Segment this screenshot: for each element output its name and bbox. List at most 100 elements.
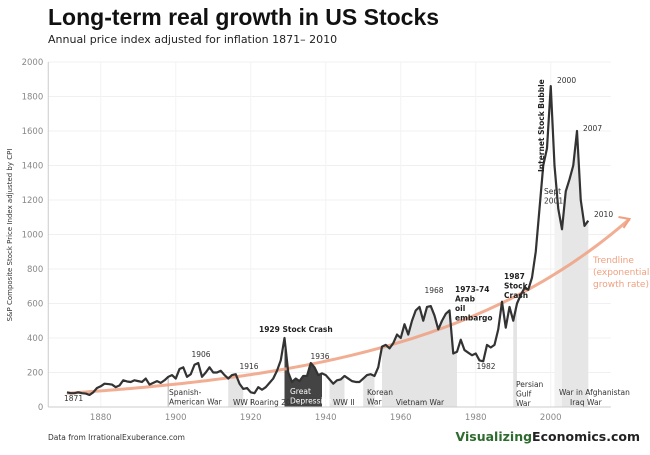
annotation-label: Vietnam War bbox=[396, 398, 445, 407]
annotation-line: 1906 bbox=[191, 350, 210, 359]
annotation-line: Stock bbox=[504, 282, 529, 291]
x-tick-label: 1900 bbox=[165, 413, 187, 423]
annotation-label: WW I bbox=[233, 398, 252, 407]
annotation-line: 2001 bbox=[544, 197, 563, 206]
y-tick-label: 1200 bbox=[22, 196, 44, 206]
annotation-line: 1982 bbox=[476, 362, 495, 371]
annotation-line: 1973-74 bbox=[455, 285, 489, 294]
y-tick-label: 1000 bbox=[22, 231, 44, 241]
annotation-label: Roaring 20s bbox=[250, 398, 295, 407]
annotation-label: 1936 bbox=[310, 352, 329, 361]
annotation-line: 2010 bbox=[594, 210, 613, 219]
annotation-label: Sept 2001 bbox=[544, 187, 563, 206]
annotation-label: 1916 bbox=[239, 362, 258, 371]
annotation-label: Trendline (exponential growth rate) bbox=[592, 256, 649, 290]
annotation-label: 1929 Stock Crash bbox=[259, 325, 333, 334]
annotation-label: Great Depression bbox=[290, 387, 332, 406]
annotation-label: 1906 bbox=[191, 350, 210, 359]
y-tick-label: 1600 bbox=[22, 127, 44, 137]
annotation-label: 2007 bbox=[583, 124, 602, 133]
annotation-label: 2010 bbox=[594, 210, 613, 219]
y-axis-label: S&P Composite Stock Price Index adjusted… bbox=[6, 149, 14, 322]
y-tick-label: 2000 bbox=[22, 58, 44, 68]
annotation-line: Crash bbox=[504, 291, 528, 300]
annotation-label: 2000 bbox=[557, 76, 576, 85]
shade-korean-war bbox=[363, 374, 375, 407]
y-tick-label: 600 bbox=[27, 300, 43, 310]
axes: 0 200 400 600 800 1000 1200 1400 1600 1800 2000 188… bbox=[22, 58, 611, 423]
brand-part1: Visualizing bbox=[456, 429, 533, 444]
annotations: 1871 Spanish-American War 1906 1916 WW IRoar… bbox=[64, 76, 649, 408]
annotation-line: Korean bbox=[367, 388, 393, 397]
annotation-line: 1871 bbox=[64, 394, 83, 403]
annotation-label: Internet Stock Bubble bbox=[537, 79, 546, 172]
shaded-periods bbox=[167, 131, 589, 407]
annotation-line: 2000 bbox=[557, 76, 576, 85]
annotation-line: Great bbox=[290, 387, 311, 396]
annotation-line: Roaring 20s bbox=[250, 398, 295, 407]
shade-persian-gulf-war bbox=[513, 303, 517, 407]
y-tick-label: 0 bbox=[38, 403, 43, 413]
x-tick-label: 2000 bbox=[540, 413, 562, 423]
annotation-line: 1987 bbox=[504, 272, 525, 281]
annotation-line: Arab bbox=[455, 295, 476, 304]
annotation-line: embargo bbox=[455, 314, 493, 323]
annotation-label: Iraq War bbox=[570, 398, 603, 407]
annotation-line: oil bbox=[455, 304, 465, 313]
source-note: Data from IrrationalExuberance.com bbox=[48, 433, 185, 442]
y-tick-label: 400 bbox=[27, 334, 43, 344]
annotation-label: Spanish-American War bbox=[169, 388, 223, 407]
x-tick-label: 1880 bbox=[90, 413, 112, 423]
annotation-label: War in Afghanistan bbox=[559, 388, 630, 397]
brand-part2: Economics.com bbox=[532, 429, 640, 444]
annotation-label: 1973-74 Arab oil embargo bbox=[455, 285, 493, 323]
trendline bbox=[66, 217, 631, 395]
x-tick-label: 1960 bbox=[390, 413, 412, 423]
annotation-line: War in Afghanistan bbox=[559, 388, 630, 397]
annotation-line: 1968 bbox=[424, 286, 443, 295]
annotation-label: WW II bbox=[333, 398, 355, 407]
annotation-label: Korean War bbox=[367, 388, 393, 407]
annotation-line: Vietnam War bbox=[396, 398, 445, 407]
annotation-label: 1968 bbox=[424, 286, 443, 295]
y-tick-label: 200 bbox=[27, 369, 43, 379]
annotation-line: 1936 bbox=[310, 352, 329, 361]
shade-vietnam-war bbox=[382, 306, 457, 407]
annotation-label: Persian Gulf War bbox=[516, 380, 544, 408]
annotation-line: War bbox=[516, 399, 532, 408]
annotation-line: Trendline bbox=[592, 256, 634, 266]
grid bbox=[48, 61, 611, 408]
annotation-label: 1987 Stock Crash bbox=[504, 272, 529, 300]
trendline-arrowhead bbox=[618, 215, 632, 229]
annotation-line: Gulf bbox=[516, 390, 532, 399]
annotation-line: American War bbox=[169, 398, 223, 407]
annotation-line: Sept bbox=[544, 187, 561, 196]
shade-ww-i bbox=[228, 374, 244, 407]
annotation-line: 1916 bbox=[239, 362, 258, 371]
annotation-line: Depression bbox=[290, 397, 332, 406]
shade-great-depression bbox=[284, 338, 322, 407]
x-tick-label: 1940 bbox=[315, 413, 337, 423]
x-tick-label: 1980 bbox=[465, 413, 487, 423]
annotation-line: Persian bbox=[516, 380, 544, 389]
annotation-line: 2007 bbox=[583, 124, 602, 133]
annotation-line: growth rate) bbox=[593, 280, 649, 290]
y-tick-label: 1800 bbox=[22, 93, 44, 103]
annotation-line: (exponential bbox=[593, 268, 649, 278]
chart-subtitle: Annual price index adjusted for inflatio… bbox=[48, 33, 337, 46]
price-index-line bbox=[66, 85, 590, 397]
chart-title: Long-term real growth in US Stocks bbox=[48, 4, 439, 30]
brand-logo: VisualizingEconomics.com bbox=[456, 429, 640, 444]
annotation-label: 1982 bbox=[476, 362, 495, 371]
annotation-line: Iraq War bbox=[570, 398, 603, 407]
shade-iraq-war bbox=[562, 131, 589, 407]
annotation-line: WW II bbox=[333, 398, 355, 407]
annotation-line: WW I bbox=[233, 398, 252, 407]
y-tick-label: 800 bbox=[27, 265, 43, 275]
y-tick-label: 1400 bbox=[22, 162, 44, 172]
annotation-line: War bbox=[367, 398, 383, 407]
annotation-line: 1929 Stock Crash bbox=[259, 325, 333, 334]
annotation-line: Spanish- bbox=[169, 388, 202, 397]
annotation-line: Internet Stock Bubble bbox=[537, 79, 546, 172]
